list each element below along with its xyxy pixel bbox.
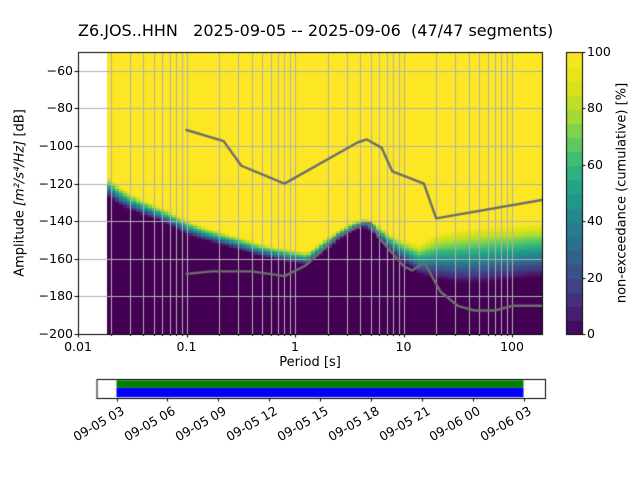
colorbar-tick-label: 0 bbox=[587, 326, 595, 341]
y-tick-label: −200 bbox=[38, 326, 73, 341]
y-tick-label: −80 bbox=[46, 100, 73, 116]
y-tick-label: −120 bbox=[38, 175, 73, 191]
plot-title: Z6.JOS..HHN 2025-09-05 -- 2025-09-06 (47… bbox=[78, 21, 554, 40]
x-tick-label: 0.1 bbox=[176, 339, 197, 354]
x-tick-label: 10 bbox=[395, 339, 412, 354]
y-tick-label: −100 bbox=[38, 138, 73, 153]
x-axis-label: Period [s] bbox=[279, 355, 341, 370]
colorbar-tick-label: 80 bbox=[587, 100, 603, 116]
colorbar-tick-label: 100 bbox=[587, 44, 611, 59]
colorbar-tick-label: 40 bbox=[587, 213, 603, 229]
y-tick-label: −60 bbox=[46, 62, 73, 78]
y-tick-label: −140 bbox=[38, 213, 73, 229]
y-tick-label: −160 bbox=[38, 250, 73, 266]
x-tick-label: 1 bbox=[291, 339, 299, 354]
x-tick-label: 100 bbox=[500, 339, 524, 354]
y-tick-label: −180 bbox=[38, 288, 73, 304]
colorbar-label: non-exceedance (cumulative) [%] bbox=[614, 82, 630, 304]
x-tick-label: 0.01 bbox=[64, 339, 92, 354]
colorbar-tick-label: 20 bbox=[587, 269, 603, 285]
colorbar-tick-label: 60 bbox=[587, 156, 603, 172]
